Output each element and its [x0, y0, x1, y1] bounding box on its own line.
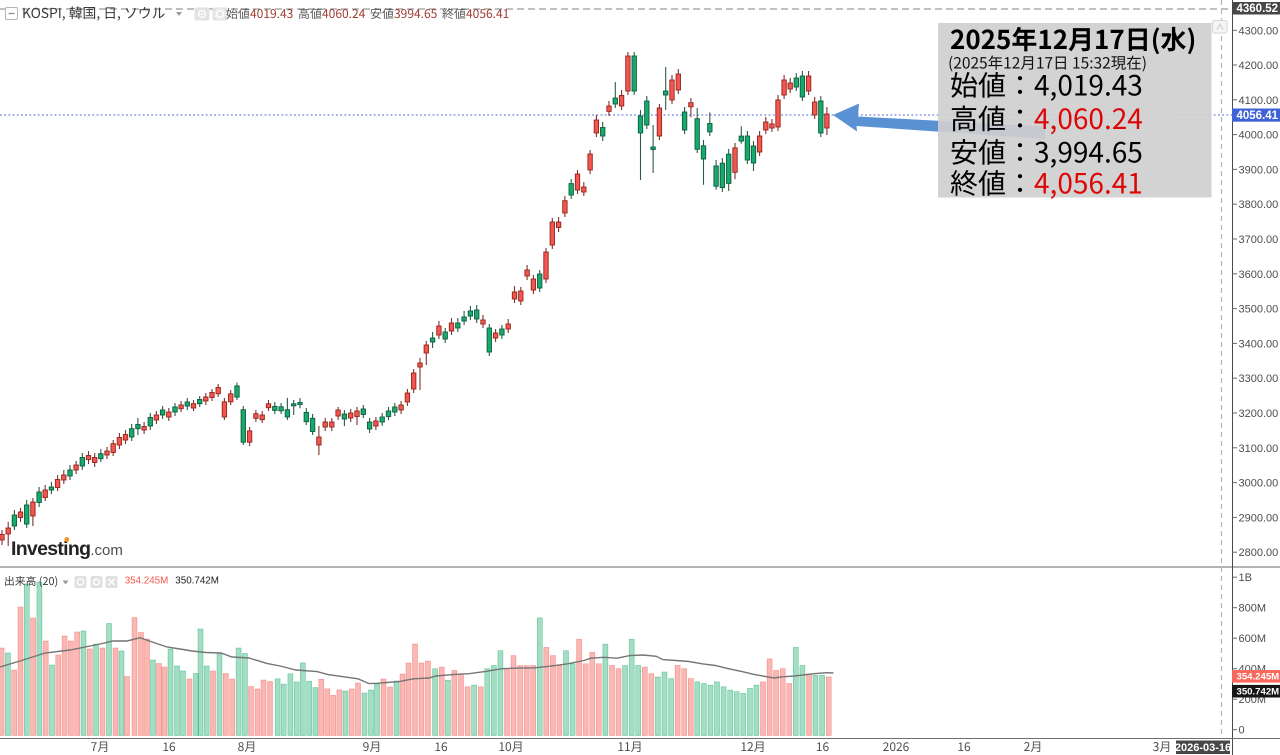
svg-text:3900.00: 3900.00 [1239, 164, 1279, 176]
svg-text:16: 16 [816, 738, 830, 755]
svg-text:安値3994.65: 安値3994.65 [370, 5, 438, 22]
svg-text:高値：4,060.24: 高値：4,060.24 [950, 98, 1143, 138]
svg-text:3500.00: 3500.00 [1239, 304, 1279, 316]
svg-text:7月: 7月 [91, 738, 110, 755]
svg-text:4000.00: 4000.00 [1239, 130, 1279, 142]
svg-text:2月: 2月 [1024, 738, 1043, 755]
svg-text:4100.00: 4100.00 [1239, 95, 1279, 107]
svg-text:12月: 12月 [740, 738, 765, 755]
svg-text:350.742M: 350.742M [175, 576, 219, 587]
svg-text:3200.00: 3200.00 [1239, 408, 1279, 420]
svg-text:3400.00: 3400.00 [1239, 338, 1279, 350]
svg-text:Investing.com: Investing.com [11, 538, 123, 560]
svg-text:2900.00: 2900.00 [1239, 512, 1279, 524]
svg-text:3700.00: 3700.00 [1239, 234, 1279, 246]
svg-text:(2025年12月17日 15:32現在): (2025年12月17日 15:32現在) [948, 52, 1147, 74]
svg-text:3800.00: 3800.00 [1239, 199, 1279, 211]
svg-text:800M: 800M [1239, 603, 1267, 615]
svg-text:出来高 (20): 出来高 (20) [4, 573, 58, 589]
svg-text:始値：4,019.43: 始値：4,019.43 [950, 65, 1143, 105]
svg-text:3300.00: 3300.00 [1239, 373, 1279, 385]
svg-text:2800.00: 2800.00 [1239, 547, 1279, 559]
svg-text:4360.52: 4360.52 [1237, 3, 1279, 15]
svg-text:16: 16 [162, 738, 176, 755]
svg-text:2026-03-16: 2026-03-16 [1175, 742, 1231, 754]
svg-text:3月: 3月 [1153, 738, 1172, 755]
svg-text:終値：4,056.41: 終値：4,056.41 [950, 163, 1143, 203]
svg-text:3000.00: 3000.00 [1239, 478, 1279, 490]
svg-text:3600.00: 3600.00 [1239, 269, 1279, 281]
svg-text:4300.00: 4300.00 [1239, 25, 1279, 37]
svg-text:2025年12月17日(水): 2025年12月17日(水) [950, 20, 1196, 57]
svg-text:安値：3,994.65: 安値：3,994.65 [950, 132, 1143, 172]
svg-text:354.245M: 354.245M [125, 576, 169, 587]
svg-text:高値4060.24: 高値4060.24 [298, 5, 366, 22]
svg-text:10月: 10月 [498, 738, 523, 755]
svg-text:1B: 1B [1239, 572, 1252, 584]
svg-text:16: 16 [434, 738, 448, 755]
svg-text:16: 16 [957, 738, 971, 755]
svg-text:9月: 9月 [363, 738, 382, 755]
svg-text:0: 0 [1239, 725, 1245, 737]
svg-text:3100.00: 3100.00 [1239, 443, 1279, 455]
svg-text:354.245M: 354.245M [1237, 672, 1280, 683]
svg-text:350.742M: 350.742M [1237, 687, 1280, 698]
svg-text:600M: 600M [1239, 633, 1267, 645]
svg-text:2026: 2026 [883, 738, 910, 755]
svg-text:終値4056.41: 終値4056.41 [442, 5, 509, 22]
svg-text:11月: 11月 [617, 738, 642, 755]
svg-text:4200.00: 4200.00 [1239, 60, 1279, 72]
svg-text:始値4019.43: 始値4019.43 [226, 5, 293, 22]
svg-text:4056.41: 4056.41 [1237, 110, 1279, 122]
svg-text:8月: 8月 [238, 738, 257, 755]
svg-text:KOSPI, 韓国, 日, ソウル: KOSPI, 韓国, 日, ソウル [22, 2, 166, 22]
